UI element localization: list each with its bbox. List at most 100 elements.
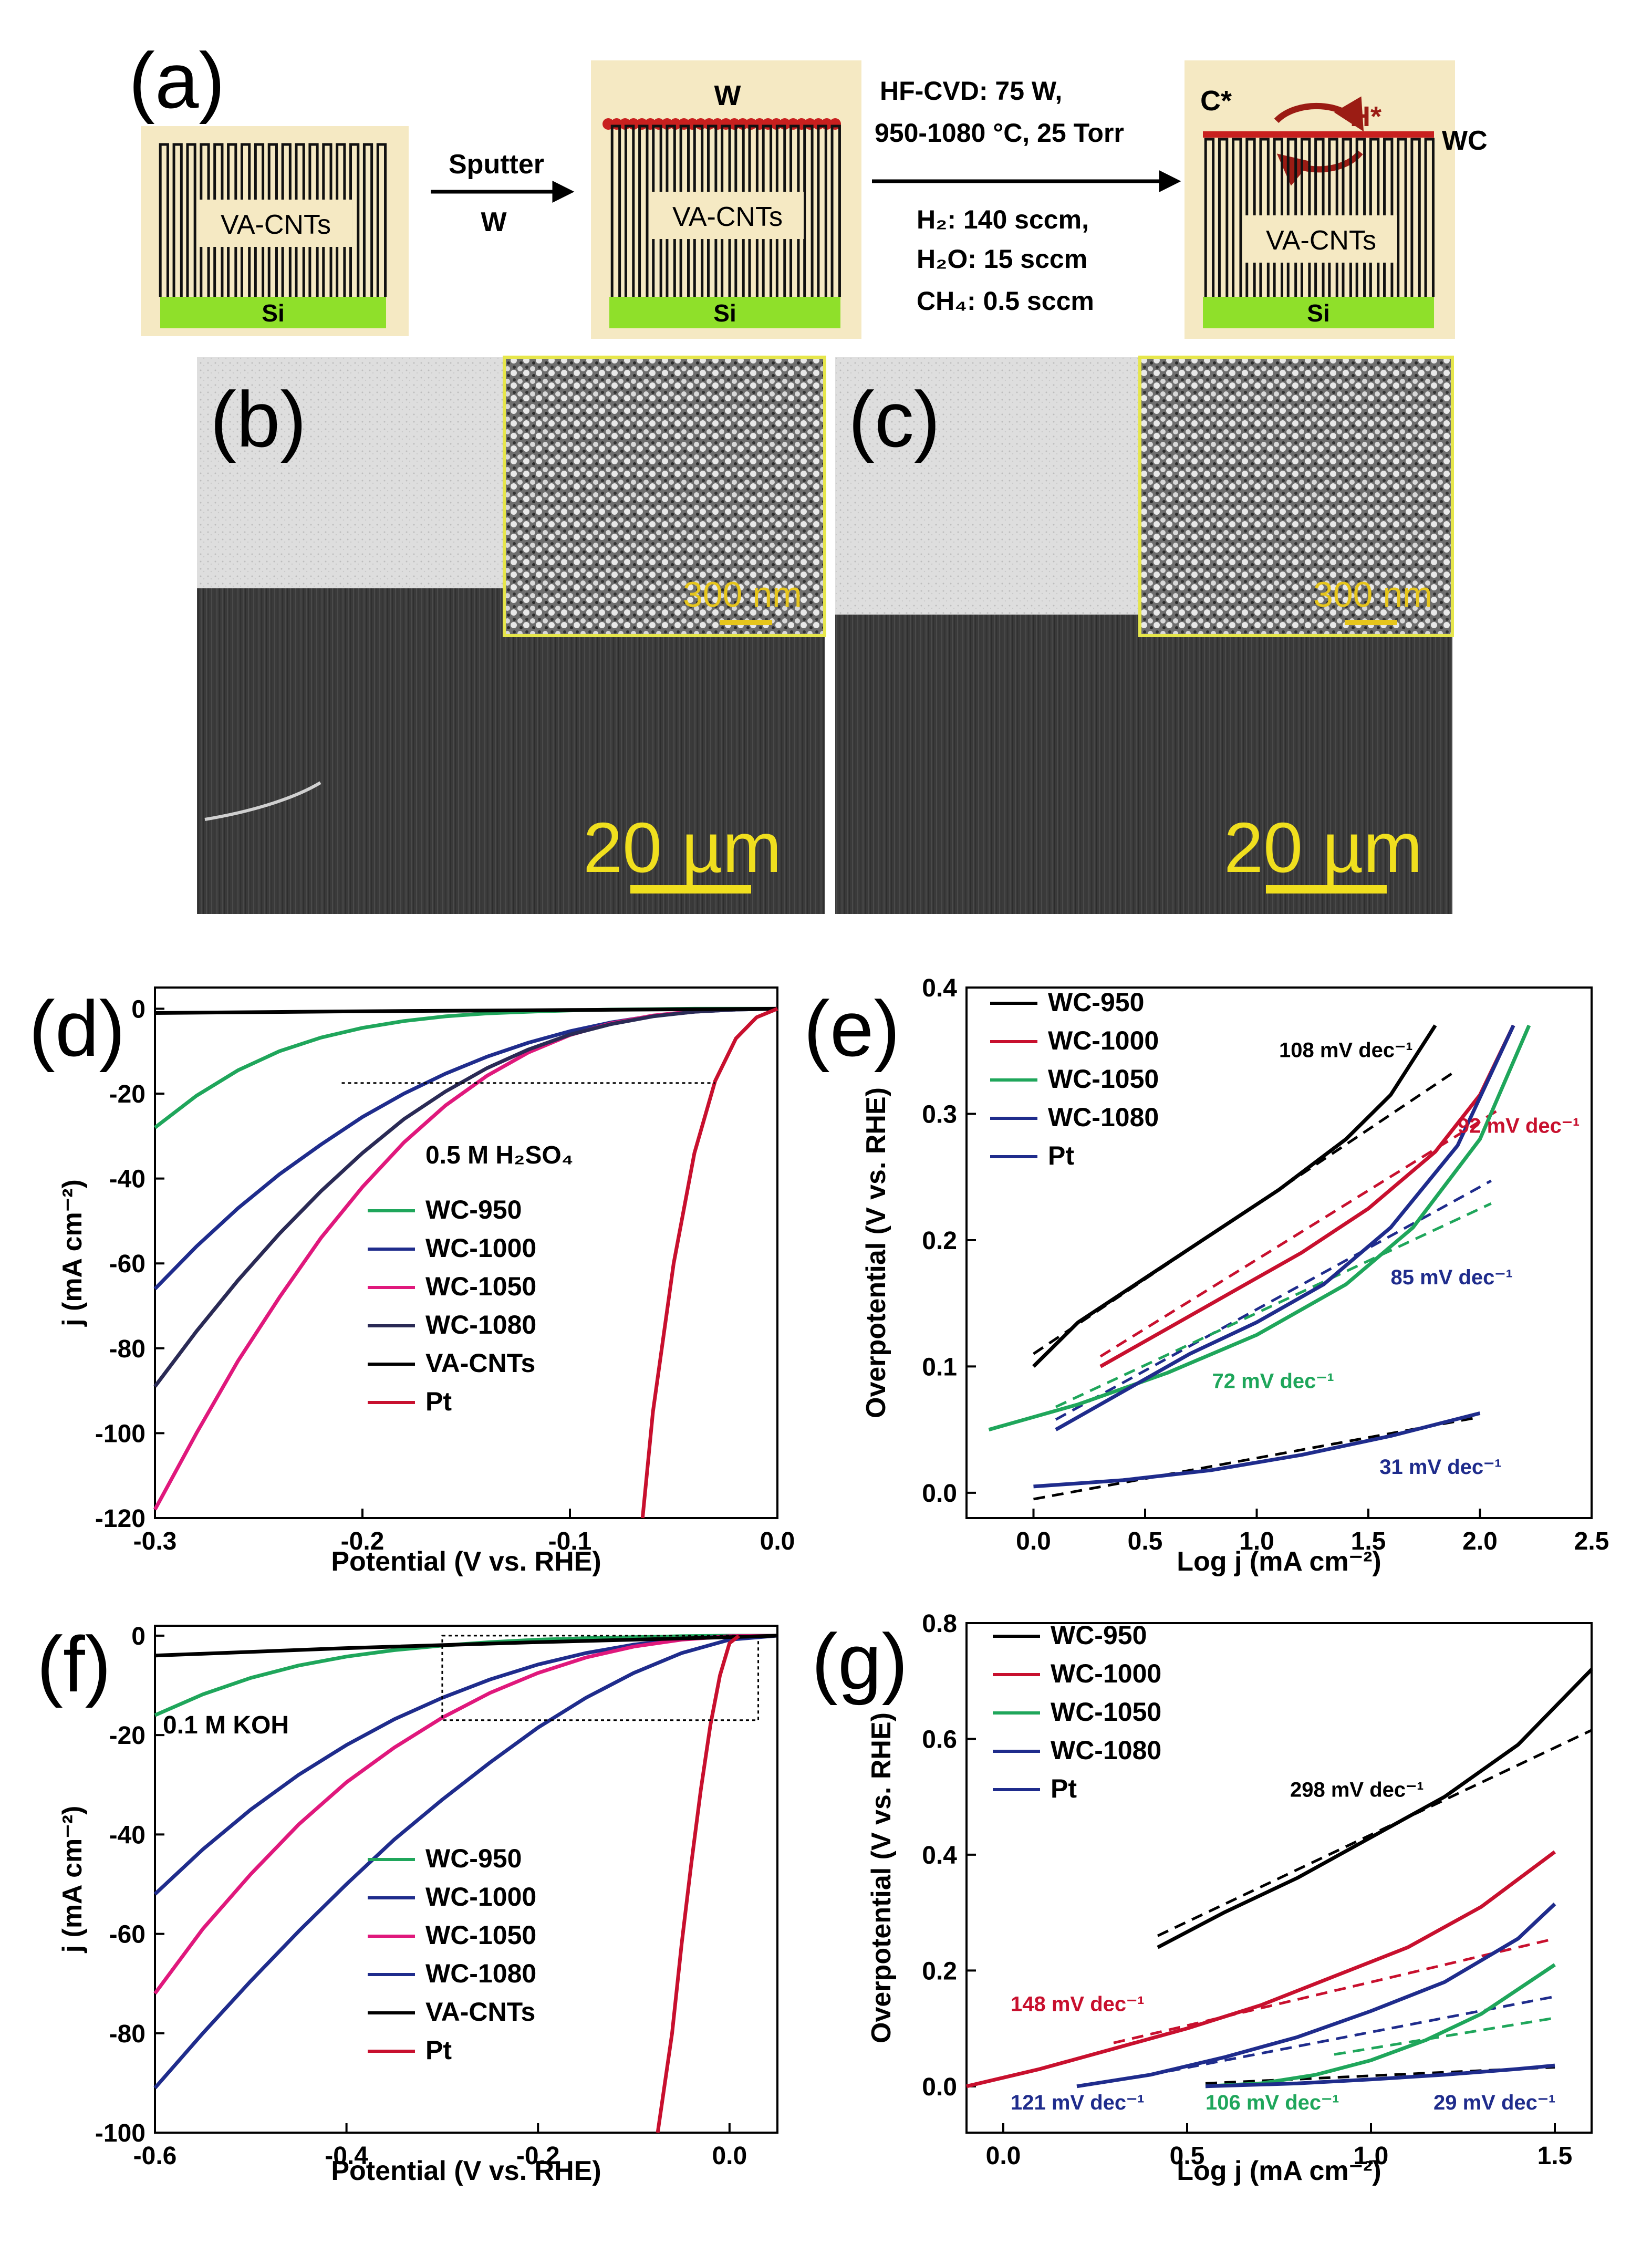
sem-b-inset-scale: 300 nm [683, 575, 802, 615]
x-tick-label: 1.0 [1354, 2142, 1389, 2170]
tafel-slope-label: 108 mV dec⁻¹ [1279, 1038, 1413, 1062]
series-Pt [1205, 2063, 1555, 2089]
sem-b-cross-section [197, 588, 825, 914]
si-label-2: Si [713, 299, 736, 327]
legend-label: WC-1000 [1051, 1659, 1161, 1688]
chart-d: -0.3 -0.2 -0.1 0.0 0 -20 -40 -60 -80 -100 -120 Pote… [29, 984, 795, 1577]
tafel-slope-label: 85 mV dec⁻¹ [1391, 1266, 1513, 1289]
series-WC-950 [153, 1006, 777, 1129]
c-star-label: C* [1200, 85, 1232, 117]
panel-b: 300 nm (b) 20 µm [197, 356, 826, 914]
series-Pt [1033, 1411, 1481, 1489]
x-tick-label: 0.5 [1170, 2142, 1205, 2170]
panel-c-label: (c) [848, 375, 940, 463]
series-Pt [640, 1007, 778, 1519]
series-WC-950 [1157, 1668, 1593, 1949]
legend-label: VA-CNTs [425, 1997, 535, 2027]
legend-label: WC-950 [425, 1195, 522, 1224]
y-axis-label: Overpotential (V vs. RHE) [861, 1087, 891, 1418]
sem-b-scalebar [630, 885, 751, 894]
y-tick-label: -60 [109, 1250, 146, 1278]
y-tick-label: 0.8 [922, 1610, 957, 1638]
vacnt-label-bg-3 [1245, 215, 1397, 263]
cnt-tube [1410, 138, 1421, 297]
tafel-fit-line [1055, 1202, 1492, 1408]
y-axis-label: Overpotential (V vs. RHE) [866, 1712, 897, 2043]
cnt-tube [1218, 138, 1229, 297]
panel-e-label: (e) [804, 984, 900, 1073]
legend-label: WC-1080 [425, 1310, 536, 1339]
legend-label: WC-1000 [425, 1233, 536, 1263]
cnt-tube [1424, 138, 1435, 297]
legend-label: Pt [425, 1387, 452, 1416]
y-tick-label: -40 [109, 1166, 146, 1193]
arrow-2-line2: 950-1080 °C, 25 Torr [875, 118, 1124, 148]
cnt-tube [376, 143, 387, 297]
x-tick-label: 0.0 [1016, 1528, 1051, 1555]
series-WC-1080 [1076, 1903, 1556, 2089]
tafel-fit-line [1334, 2017, 1555, 2056]
legend-label: WC-1050 [425, 1920, 536, 1950]
sem-b-inset-scalebar [720, 620, 772, 625]
si-label-1: Si [262, 299, 284, 327]
legend-label: WC-1080 [425, 1959, 536, 1988]
chart-d-frame [154, 986, 778, 1519]
y-tick-label: -20 [109, 1081, 146, 1108]
legend-label: WC-950 [1048, 988, 1144, 1017]
series-WC-1080 [153, 1634, 778, 2090]
x-axis-label: Potential (V vs. RHE) [331, 2156, 601, 2186]
x-tick-label: 2.5 [1574, 1528, 1609, 1555]
panel-a: (a) VA-CNTs Si Sputter W W VA-CNTs Si HF… [129, 36, 1488, 339]
y-tick-label: 0.3 [922, 1100, 957, 1128]
y-axis-label: j (mA cm⁻²) [57, 1806, 88, 1954]
series-WC-1080 [153, 1006, 778, 1388]
chart-g-frame [965, 1622, 1593, 2134]
y-tick-label: 0.4 [922, 1842, 957, 1869]
series-WC-1000 [966, 1850, 1556, 2089]
y-tick-label: 0.4 [922, 974, 957, 1002]
y-tick-label: -100 [95, 2120, 146, 2147]
panel-c: 300 nm (c) 20 µm [835, 356, 1454, 914]
cnt-tube [624, 124, 635, 297]
legend-label: WC-1050 [1048, 1064, 1159, 1094]
schematic-box-2: W VA-CNTs Si [591, 60, 861, 339]
cnt-tube [1204, 138, 1215, 297]
tafel-slope-label: 31 mV dec⁻¹ [1379, 1456, 1501, 1479]
zoom-region-box [441, 1635, 760, 1721]
series-WC-1050 [153, 1634, 778, 1995]
x-tick-label: 1.5 [1537, 2142, 1573, 2170]
legend-label: WC-1080 [1048, 1103, 1159, 1132]
x-axis-label: Potential (V vs. RHE) [331, 1546, 601, 1577]
si-label-3: Si [1307, 299, 1329, 327]
legend-label: Pt [1048, 1141, 1074, 1170]
series-VA-CNTs [154, 1634, 778, 1658]
x-axis-label: Log j (mA cm⁻²) [1177, 2156, 1381, 2186]
tafel-slope-label: 92 mV dec⁻¹ [1458, 1115, 1580, 1138]
cnt-tube [362, 143, 373, 297]
y-tick-label: 0 [131, 1623, 146, 1650]
x-tick-label: 1.5 [1351, 1528, 1386, 1555]
y-tick-label: -100 [95, 1420, 146, 1448]
cnt-tube [817, 124, 827, 297]
tafel-fit-line [1055, 1179, 1492, 1421]
tafel-fit-line [1150, 1995, 1555, 2076]
w-layer-label: W [714, 80, 741, 111]
arrow-2-line1: HF-CVD: 75 W, [880, 76, 1062, 106]
arrow-1-top: Sputter [449, 149, 544, 180]
sem-c-inset-scalebar [1345, 620, 1397, 625]
sem-c-inset [1138, 356, 1454, 637]
sem-c-scale: 20 µm [1224, 808, 1422, 887]
panel-b-label: (b) [210, 375, 306, 463]
vacnt-label-3: VA-CNTs [1266, 225, 1376, 256]
cnt-tube [803, 124, 814, 297]
arrow-1-bottom: W [481, 207, 507, 237]
tafel-fit-line [1157, 1729, 1593, 1937]
cnt-tube [1397, 138, 1407, 297]
y-tick-label: 0.0 [922, 1480, 957, 1508]
electrolyte-annotation: 0.5 M H₂SO₄ [425, 1141, 574, 1169]
wc-label: WC [1442, 126, 1488, 156]
vacnt-label-2: VA-CNTs [672, 202, 783, 232]
sem-b-wire [204, 781, 321, 821]
legend-label: WC-950 [425, 1844, 522, 1873]
